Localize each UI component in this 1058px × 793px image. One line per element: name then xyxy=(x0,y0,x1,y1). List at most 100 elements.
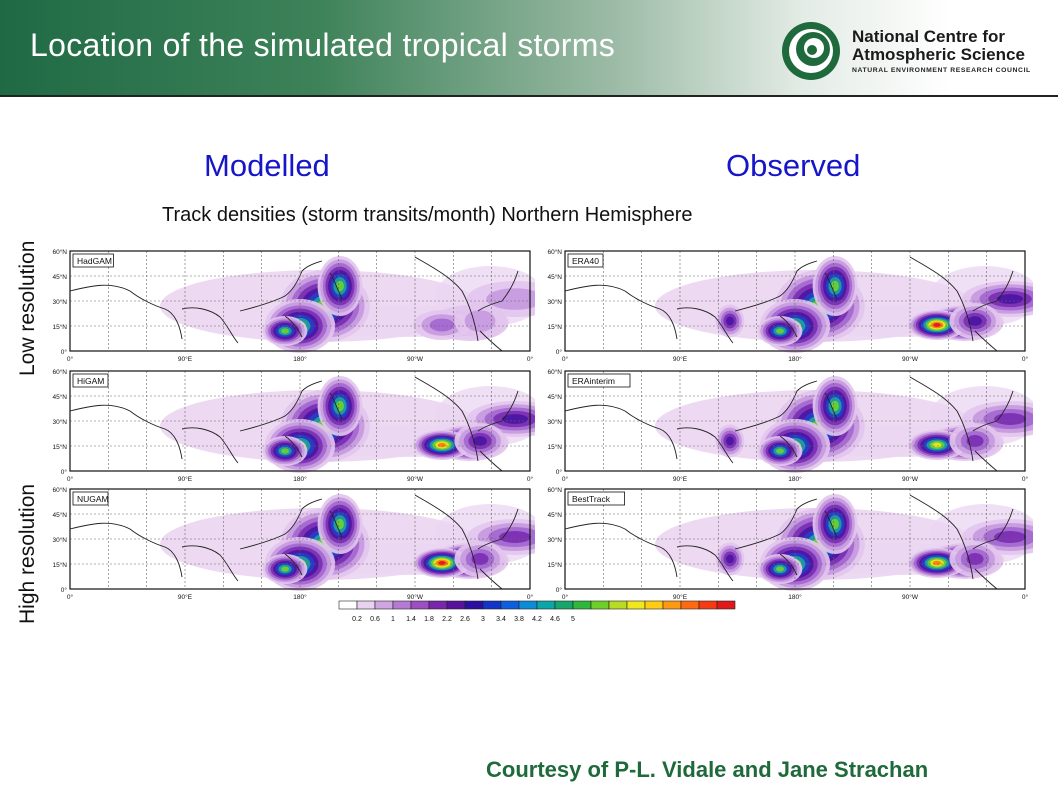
lon-tick-label: 90°W xyxy=(407,355,424,362)
lon-tick-label: 90°W xyxy=(407,593,424,600)
coastlines xyxy=(564,376,1014,472)
lon-tick-label: 0° xyxy=(527,355,534,362)
lon-tick-label: 0° xyxy=(67,475,74,482)
lat-tick-label: 45°N xyxy=(547,393,562,401)
colorbar-swatch xyxy=(500,600,520,610)
lon-tick-label: 90°E xyxy=(673,475,688,482)
lat-tick-label: 15°N xyxy=(547,561,562,569)
panel-name-label: ERA40 xyxy=(572,256,599,266)
colorbar-swatch xyxy=(392,600,412,610)
colorbar-label: 3.4 xyxy=(496,616,506,623)
map-panel-hadgam: 60°N45°N30°N15°N0°0° 90°E 180° 90°W 0°HadGAM xyxy=(52,248,535,362)
coastlines xyxy=(564,494,1014,590)
lat-tick-label: 15°N xyxy=(547,443,562,451)
lon-tick-label: 90°E xyxy=(673,593,688,600)
colorbar-swatch xyxy=(356,600,376,610)
lon-tick-label: 0° xyxy=(562,355,569,362)
colorbar-swatch xyxy=(662,600,682,610)
lat-tick-label: 60°N xyxy=(52,368,67,376)
graticule xyxy=(565,251,1025,351)
lon-tick-label: 180° xyxy=(788,475,802,482)
panel-name-label: ERAinterim xyxy=(572,376,615,386)
panel-name-box xyxy=(567,373,631,388)
coastlines xyxy=(69,256,519,352)
lat-tick-label: 0° xyxy=(556,468,563,476)
lon-tick-label: 0° xyxy=(67,355,74,362)
lat-tick-label: 15°N xyxy=(52,323,67,331)
lat-tick-label: 45°N xyxy=(547,511,562,519)
lon-tick-label: 180° xyxy=(293,475,307,482)
colorbar-swatch xyxy=(338,600,358,610)
colorbar-swatch xyxy=(428,600,448,610)
colorbar-swatch xyxy=(536,600,556,610)
density-field xyxy=(160,256,535,353)
colorbar-label: 0.2 xyxy=(352,616,362,623)
map-panel-higam: 60°N45°N30°N15°N0°0° 90°E 180° 90°W 0°HiGAM xyxy=(52,368,535,482)
lon-tick-label: 90°W xyxy=(902,593,919,600)
colorbar-label: 1 xyxy=(391,616,395,623)
graticule xyxy=(565,371,1025,471)
lon-tick-label: 90°E xyxy=(673,355,688,362)
colorbar-label: 5 xyxy=(571,616,575,623)
lon-tick-label: 90°E xyxy=(178,355,193,362)
lat-tick-label: 30°N xyxy=(52,418,67,426)
lon-tick-label: 90°W xyxy=(407,475,424,482)
lat-tick-label: 0° xyxy=(61,468,68,476)
lat-tick-label: 15°N xyxy=(547,323,562,331)
colorbar-swatch xyxy=(572,600,592,610)
panel-name-box xyxy=(567,253,604,268)
row-label-high-resolution: High resolution xyxy=(16,483,39,624)
logo-line-2: Atmospheric Science xyxy=(852,45,1025,64)
panel-name-label: NUGAM xyxy=(77,494,109,504)
lat-tick-label: 15°N xyxy=(52,561,67,569)
map-panel-erainterim: 60°N45°N30°N15°N0°0° 90°E 180° 90°W 0°ERAint… xyxy=(547,368,1033,482)
lat-tick-label: 60°N xyxy=(547,368,562,376)
colorbar-swatch xyxy=(626,600,646,610)
colorbar: 0.2 0.6 1 1.4 1.8 2.2 2.6 3 3.4 3.8 4.2 4.6 5 xyxy=(338,600,738,631)
graticule xyxy=(70,489,530,589)
colorbar-swatch xyxy=(482,600,502,610)
colorbar-label: 0.6 xyxy=(370,616,380,623)
colorbar-label: 1.4 xyxy=(406,616,416,623)
colorbar-label: 4.6 xyxy=(550,616,560,623)
panel-name-box xyxy=(72,491,109,506)
colorbar-swatch xyxy=(554,600,574,610)
panel-name-box xyxy=(567,491,625,506)
colorbar-swatch xyxy=(680,600,700,610)
lon-tick-label: 0° xyxy=(527,475,534,482)
panel-name-label: BestTrack xyxy=(572,494,611,504)
colorbar-swatch xyxy=(374,600,394,610)
map-frame xyxy=(564,250,1026,352)
panel-name-label: HadGAM xyxy=(77,256,112,266)
lon-tick-label: 90°W xyxy=(902,475,919,482)
lat-tick-label: 45°N xyxy=(547,273,562,281)
colorbar-label: 3.8 xyxy=(514,616,524,623)
map-panel-era40: 60°N45°N30°N15°N0°0° 90°E 180° 90°W 0°ERA40 xyxy=(547,248,1033,362)
lon-tick-label: 180° xyxy=(788,355,802,362)
lat-tick-label: 30°N xyxy=(547,298,562,306)
lon-tick-label: 0° xyxy=(67,593,74,600)
map-panel-besttrack: 60°N45°N30°N15°N0°0° 90°E 180° 90°W 0°BestTr… xyxy=(547,486,1033,600)
colorbar-label: 3 xyxy=(481,616,485,623)
colorbar-swatch xyxy=(446,600,466,610)
lat-tick-label: 30°N xyxy=(52,536,67,544)
lon-tick-label: 180° xyxy=(788,593,802,600)
lon-tick-label: 0° xyxy=(1022,593,1029,600)
lat-tick-label: 30°N xyxy=(547,536,562,544)
panel-name-label: HiGAM xyxy=(77,376,104,386)
courtesy-credit: Courtesy of P-L. Vidale and Jane Stracha… xyxy=(486,757,929,782)
graticule xyxy=(70,251,530,351)
graticule xyxy=(565,489,1025,589)
lat-tick-label: 15°N xyxy=(52,443,67,451)
lat-tick-label: 60°N xyxy=(52,486,67,494)
density-field xyxy=(655,256,1033,353)
ncas-logo: National Centre for Atmospheric Science … xyxy=(778,18,1058,84)
lat-tick-label: 0° xyxy=(61,348,68,356)
lon-tick-label: 180° xyxy=(293,355,307,362)
density-field xyxy=(160,494,535,591)
lat-tick-label: 60°N xyxy=(547,486,562,494)
lon-tick-label: 90°W xyxy=(902,355,919,362)
lat-tick-label: 45°N xyxy=(52,273,67,281)
lon-tick-label: 0° xyxy=(562,593,569,600)
colorbar-swatch xyxy=(518,600,538,610)
